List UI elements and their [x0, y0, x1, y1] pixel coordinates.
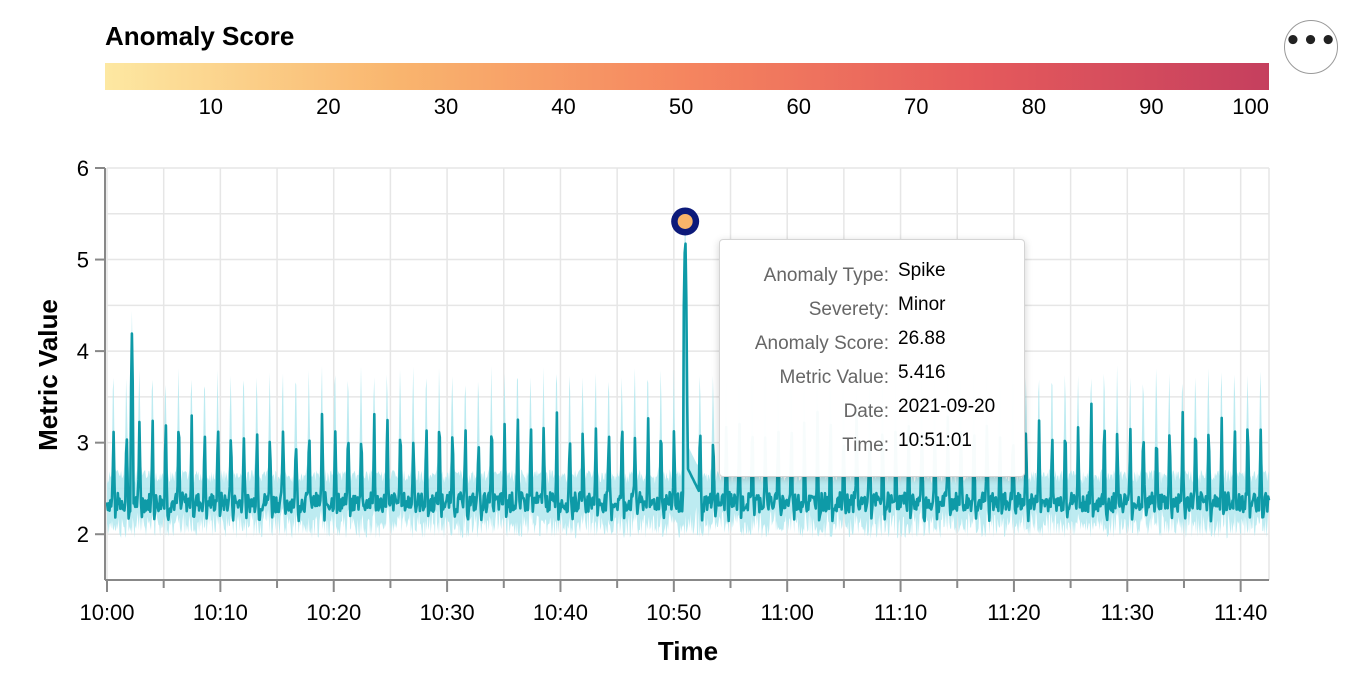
x-axis-title: Time — [658, 636, 718, 666]
tooltip-value: 10:51:01 — [898, 430, 972, 451]
x-tick-label: 10:40 — [533, 600, 588, 625]
ellipsis-icon: ••• — [1284, 26, 1338, 56]
tooltip-value: Spike — [898, 260, 946, 281]
tooltip-key: Date: — [843, 401, 889, 422]
x-tick-label: 11:40 — [1214, 600, 1267, 625]
legend-tick-label: 100 — [1232, 94, 1269, 119]
tooltip-key: Anomaly Type: — [763, 265, 889, 286]
x-tick-label: 11:00 — [760, 600, 813, 625]
tooltip-key: Severety: — [808, 299, 889, 320]
tooltip-value: 5.416 — [898, 362, 946, 383]
y-tick-label: 5 — [77, 248, 89, 273]
axes: 2 3 4 5 6 10:00 10:10 10:20 10:30 10:40 10:50 11:00… — [77, 156, 1269, 625]
tooltip-value: 26.88 — [898, 328, 946, 349]
x-tick-label: 10:30 — [420, 600, 475, 625]
tooltip-key: Anomaly Score: — [754, 333, 889, 354]
legend-tick-label: 80 — [1022, 94, 1046, 119]
legend-tick-label: 20 — [316, 94, 340, 119]
anomaly-marker-dot[interactable] — [677, 213, 693, 229]
tooltip-value: Minor — [898, 294, 946, 315]
metric-value-line — [105, 242, 1271, 523]
x-tick-label: 10:10 — [193, 600, 248, 625]
x-tick-label: 11:30 — [1101, 600, 1154, 625]
y-tick-label: 2 — [77, 522, 89, 547]
anomaly-tooltip: Anomaly Type: Spike Severety: Minor Anom… — [719, 239, 1025, 477]
legend-tick-label: 30 — [434, 94, 458, 119]
legend-tick-label: 90 — [1139, 94, 1163, 119]
legend-tick-label: 70 — [904, 94, 928, 119]
legend-tick-label: 50 — [669, 94, 693, 119]
tooltip-row-score: Anomaly Score: 26.88 — [720, 325, 1026, 355]
y-axis-title: Metric Value — [33, 299, 63, 451]
y-tick-label: 4 — [77, 339, 89, 364]
tooltip-row-severity: Severety: Minor — [720, 291, 1026, 321]
x-tick-label: 11:10 — [874, 600, 927, 625]
legend-tick-label: 40 — [551, 94, 575, 119]
legend-ticks: 10 20 30 40 50 60 70 80 90 100 — [199, 94, 1269, 119]
x-tick-label: 10:00 — [79, 600, 134, 625]
x-tick-label: 10:20 — [306, 600, 361, 625]
metric-line — [105, 242, 1271, 523]
tooltip-row-metric: Metric Value: 5.416 — [720, 359, 1026, 389]
x-tick-label: 10:50 — [646, 600, 701, 625]
legend-tick-label: 60 — [786, 94, 810, 119]
x-tick-label: 11:20 — [987, 600, 1040, 625]
more-options-button[interactable]: ••• — [1284, 20, 1338, 74]
legend-tick-label: 10 — [199, 94, 223, 119]
tooltip-key: Metric Value: — [779, 367, 889, 388]
tooltip-row-type: Anomaly Type: Spike — [720, 257, 1026, 287]
tooltip-value: 2021-09-20 — [898, 396, 996, 417]
legend-gradient-bar — [105, 63, 1269, 90]
legend-title: Anomaly Score — [105, 21, 294, 51]
anomaly-marker-group[interactable] — [671, 207, 700, 236]
tooltip-row-time: Time: 10:51:01 — [720, 427, 1026, 457]
tooltip-key: Time: — [842, 435, 889, 456]
y-tick-label: 6 — [77, 156, 89, 181]
y-tick-label: 3 — [77, 431, 89, 456]
tooltip-row-date: Date: 2021-09-20 — [720, 393, 1026, 423]
